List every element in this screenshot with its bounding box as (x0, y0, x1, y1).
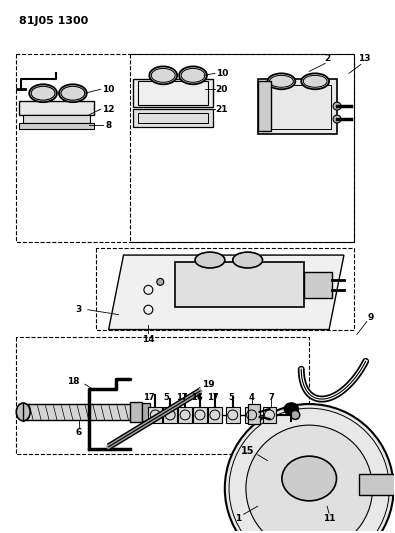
Text: 15: 15 (241, 446, 254, 456)
Bar (138, 113, 208, 123)
Bar (359, 473, 395, 495)
Bar (245, 407, 259, 423)
Ellipse shape (234, 532, 246, 533)
Text: 3: 3 (76, 305, 82, 314)
Text: 7: 7 (269, 393, 275, 401)
Text: 9: 9 (368, 313, 374, 322)
Ellipse shape (179, 67, 207, 84)
Bar (142, 403, 150, 421)
Ellipse shape (16, 403, 30, 421)
Text: 10: 10 (216, 69, 228, 78)
Bar (258, 82, 271, 131)
Bar (263, 85, 331, 129)
Bar (130, 402, 142, 422)
Text: 4: 4 (249, 393, 254, 401)
Ellipse shape (291, 410, 300, 419)
Ellipse shape (333, 102, 341, 110)
Bar (134, 79, 213, 107)
Ellipse shape (246, 425, 372, 533)
Text: 20: 20 (216, 85, 228, 94)
Text: 17: 17 (176, 393, 188, 401)
Bar (248, 404, 260, 424)
Bar (23, 404, 142, 420)
Ellipse shape (157, 278, 164, 285)
Text: 81J05 1300: 81J05 1300 (19, 16, 88, 26)
Ellipse shape (267, 74, 295, 89)
Bar (178, 407, 192, 423)
Ellipse shape (29, 84, 57, 102)
Ellipse shape (284, 403, 298, 415)
Text: 14: 14 (142, 335, 155, 344)
Ellipse shape (225, 404, 393, 533)
Ellipse shape (282, 456, 337, 501)
Text: 17: 17 (143, 393, 154, 401)
Bar (193, 407, 207, 423)
Text: 13: 13 (357, 54, 370, 63)
Ellipse shape (195, 252, 225, 268)
Bar (19, 101, 94, 115)
Ellipse shape (301, 74, 329, 89)
Text: 5: 5 (229, 393, 235, 401)
Text: 11: 11 (323, 514, 335, 523)
Ellipse shape (59, 84, 87, 102)
Bar (304, 272, 332, 298)
Text: 8: 8 (105, 120, 112, 130)
Bar (208, 407, 222, 423)
Text: 16: 16 (191, 393, 203, 401)
Ellipse shape (233, 252, 263, 268)
Bar (134, 109, 213, 127)
Bar (263, 407, 276, 423)
Text: 19: 19 (201, 379, 214, 389)
Bar (226, 407, 240, 423)
Bar (149, 407, 162, 423)
Ellipse shape (333, 115, 341, 123)
Bar (138, 82, 208, 105)
Text: 18: 18 (67, 377, 79, 386)
Bar (163, 407, 177, 423)
Text: 5: 5 (163, 393, 169, 401)
Bar (175, 262, 304, 306)
Bar (23, 115, 90, 123)
Text: 1: 1 (235, 514, 241, 523)
Text: 12: 12 (102, 104, 115, 114)
Ellipse shape (149, 67, 177, 84)
Polygon shape (109, 255, 344, 329)
Text: 10: 10 (102, 85, 115, 94)
Text: 2: 2 (324, 54, 330, 63)
Text: 6: 6 (76, 429, 82, 437)
Bar (19, 123, 94, 129)
Text: 17: 17 (207, 393, 219, 401)
Bar (258, 79, 337, 134)
Text: 21: 21 (216, 104, 228, 114)
